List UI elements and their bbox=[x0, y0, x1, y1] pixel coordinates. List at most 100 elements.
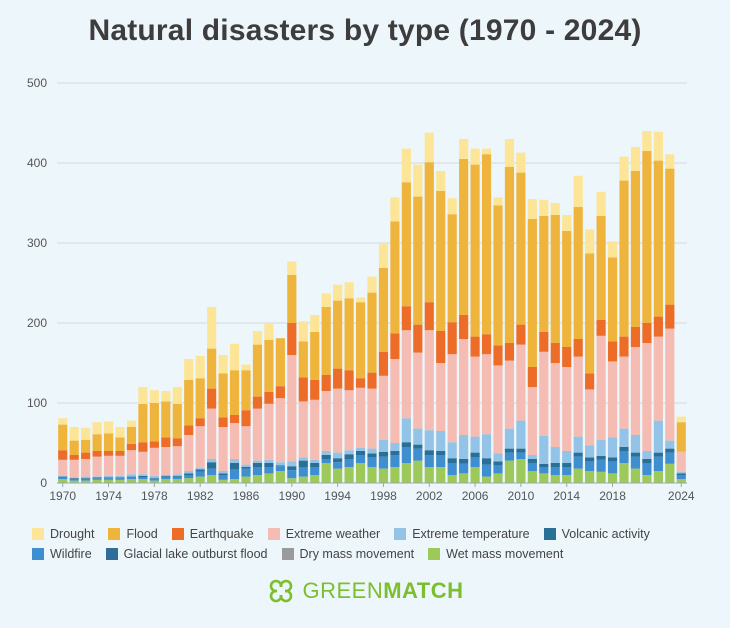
bar-segment-volcanic-activity bbox=[92, 477, 102, 479]
bar-segment-drought bbox=[642, 131, 652, 151]
bar-segment-extreme-temperature bbox=[115, 475, 125, 478]
bar-segment-flood bbox=[184, 379, 194, 426]
bar-segment-drought bbox=[447, 198, 457, 215]
bar-segment-earthquake bbox=[264, 391, 274, 404]
bar-segment-extreme-weather bbox=[264, 403, 274, 460]
bar-segment-extreme-temperature bbox=[103, 475, 114, 478]
bar-segment-extreme-temperature bbox=[287, 461, 297, 467]
clover-logo-icon bbox=[270, 579, 293, 603]
bar-segment-drought bbox=[138, 387, 148, 404]
bar-segment-extreme-temperature bbox=[229, 459, 240, 463]
bar-segment-wildfire bbox=[126, 477, 137, 479]
legend-item-extreme-temperature[interactable]: Extreme temperature bbox=[394, 524, 530, 544]
bar-segment-wildfire bbox=[287, 470, 297, 479]
bar-segment-extreme-weather bbox=[607, 361, 618, 438]
bar-segment-extreme-weather bbox=[321, 391, 331, 451]
bar-segment-extreme-weather bbox=[195, 426, 205, 468]
bar-segment-extreme-weather bbox=[92, 456, 102, 477]
bar-segment-wildfire bbox=[172, 476, 182, 479]
bar-segment-flood bbox=[92, 434, 102, 451]
bar-segment-wet-mass-movement bbox=[607, 473, 618, 483]
bar-segment-flood bbox=[264, 339, 274, 392]
bar-segment-earthquake bbox=[287, 323, 297, 355]
legend-swatch bbox=[428, 548, 441, 560]
bar-segment-wet-mass-movement bbox=[218, 479, 228, 483]
bar-segment-extreme-weather bbox=[252, 408, 263, 461]
bar-segment-wildfire bbox=[195, 471, 205, 477]
legend-item-volcanic-activity[interactable]: Volcanic activity bbox=[543, 524, 650, 544]
bar-segment-wet-mass-movement bbox=[275, 471, 285, 483]
bar-segment-extreme-temperature bbox=[596, 439, 606, 456]
bar-segment-wet-mass-movement bbox=[504, 460, 515, 483]
bar-segment-earthquake bbox=[241, 410, 251, 427]
bar-segment-drought bbox=[459, 139, 469, 159]
bar-segment-earthquake bbox=[115, 451, 125, 456]
bar-segment-volcanic-activity bbox=[642, 459, 652, 463]
legend-item-drought[interactable]: Drought bbox=[32, 524, 94, 544]
bar-segment-volcanic-activity bbox=[390, 451, 400, 455]
bar-segment-extreme-temperature bbox=[630, 435, 641, 453]
bar-segment-drought bbox=[310, 315, 320, 332]
bar-segment-drought bbox=[378, 243, 389, 268]
bar-segment-earthquake bbox=[149, 441, 159, 448]
bar-segment-wildfire bbox=[310, 467, 320, 475]
bar-segment-volcanic-activity bbox=[126, 476, 137, 478]
bar-segment-drought bbox=[424, 132, 434, 163]
bar-segment-wet-mass-movement bbox=[149, 480, 159, 483]
bar-segment-extreme-weather bbox=[378, 375, 389, 440]
bar-segment-flood bbox=[539, 215, 549, 332]
bar-segment-earthquake bbox=[470, 336, 480, 357]
legend-item-wildfire[interactable]: Wildfire bbox=[32, 544, 92, 564]
bar-segment-extreme-weather bbox=[161, 447, 171, 475]
bar-segment-extreme-weather bbox=[562, 367, 572, 451]
bar-segment-extreme-weather bbox=[539, 351, 549, 436]
bar-segment-wildfire bbox=[401, 447, 411, 463]
bar-segment-extreme-temperature bbox=[58, 475, 68, 477]
legend-item-extreme-weather[interactable]: Extreme weather bbox=[267, 524, 380, 544]
legend-label: Flood bbox=[126, 527, 158, 541]
bar-segment-flood bbox=[516, 172, 526, 325]
legend-label: Wet mass movement bbox=[446, 547, 564, 561]
bar-segment-volcanic-activity bbox=[539, 463, 549, 467]
legend-item-glacial-lake-outburst-flood[interactable]: Glacial lake outburst flood bbox=[105, 544, 268, 564]
bar-segment-extreme-weather bbox=[218, 427, 228, 471]
legend-item-wet-mass-movement[interactable]: Wet mass movement bbox=[428, 544, 563, 564]
x-tick-label: 2018 bbox=[599, 489, 626, 503]
bar-segment-wildfire bbox=[436, 455, 446, 467]
bar-segment-volcanic-activity bbox=[493, 461, 503, 466]
y-tick-label: 300 bbox=[27, 236, 47, 250]
bar-segment-wet-mass-movement bbox=[562, 475, 572, 483]
bar-segment-extreme-weather bbox=[184, 435, 194, 471]
legend-item-flood[interactable]: Flood bbox=[108, 524, 158, 544]
bar-segment-extreme-weather bbox=[241, 426, 251, 465]
bar-segment-earthquake bbox=[619, 336, 629, 357]
bar-segment-drought bbox=[527, 199, 537, 219]
bar-segment-drought bbox=[436, 171, 446, 191]
bar-segment-extreme-temperature bbox=[401, 418, 411, 443]
legend-item-dry-mass-movement[interactable]: Dry mass movement bbox=[281, 544, 414, 564]
legend-swatch bbox=[32, 528, 44, 540]
bar-segment-volcanic-activity bbox=[184, 473, 194, 475]
legend-item-earthquake[interactable]: Earthquake bbox=[171, 524, 254, 544]
bar-segment-earthquake bbox=[275, 386, 285, 399]
bar-segment-earthquake bbox=[665, 304, 675, 329]
bar-segment-wet-mass-movement bbox=[287, 478, 297, 483]
bar-segment-extreme-weather bbox=[58, 459, 68, 476]
x-tick-label: 2010 bbox=[508, 489, 535, 503]
bar-segment-drought bbox=[665, 154, 675, 169]
bar-segment-wet-mass-movement bbox=[92, 479, 102, 483]
bar-segment-earthquake bbox=[504, 343, 515, 361]
bar-segment-earthquake bbox=[493, 345, 503, 366]
bar-segment-volcanic-activity bbox=[413, 444, 423, 449]
bar-segment-volcanic-activity bbox=[310, 463, 320, 467]
bar-segment-volcanic-activity bbox=[401, 442, 411, 447]
bar-segment-wet-mass-movement bbox=[252, 475, 263, 483]
bar-segment-wildfire bbox=[275, 466, 285, 471]
bar-segment-drought bbox=[470, 148, 480, 165]
bar-segment-flood bbox=[103, 433, 114, 451]
bar-segment-extreme-weather bbox=[344, 390, 354, 451]
bar-segment-volcanic-activity bbox=[287, 466, 297, 471]
bar-segment-wildfire bbox=[447, 463, 457, 475]
bar-segment-volcanic-activity bbox=[459, 459, 469, 464]
bar-segment-drought bbox=[653, 131, 663, 161]
